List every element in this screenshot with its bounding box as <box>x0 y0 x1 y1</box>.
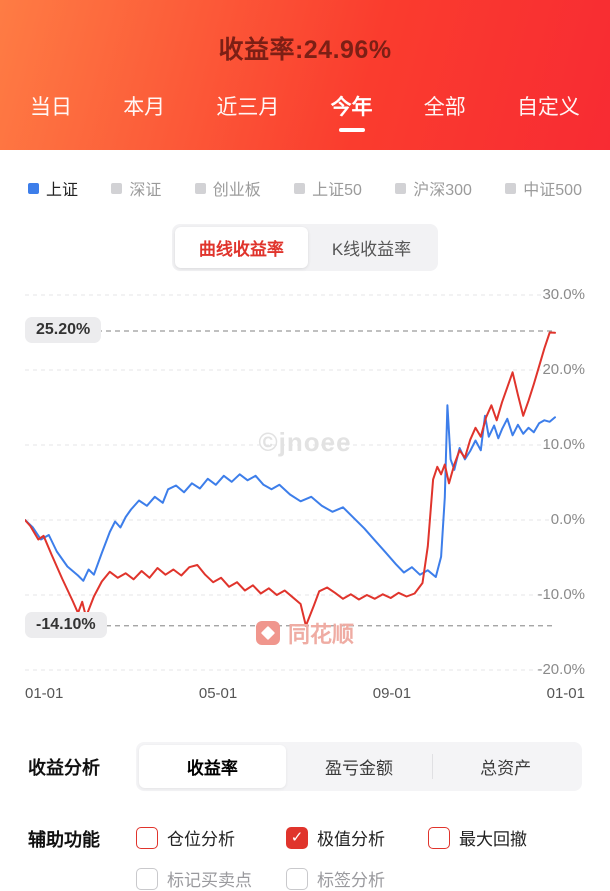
x-axis: 01-01 05-01 09-01 01-01 <box>25 685 585 702</box>
min-annotation-badge: -14.10% <box>25 611 107 638</box>
checkbox-extreme-analysis[interactable]: ✓ 极值分析 <box>286 825 428 850</box>
legend-item-shenzhen[interactable]: 深证 <box>111 176 161 200</box>
legend-swatch <box>111 182 123 194</box>
segment-total-assets[interactable]: 总资产 <box>432 745 579 788</box>
x-axis-label: 01-01 <box>25 685 64 702</box>
period-tab-bar: 当日 本月 近三月 今年 全部 自定义 <box>0 91 610 132</box>
checkbox-max-drawdown[interactable]: 最大回撤 <box>428 825 582 850</box>
tab-custom[interactable]: 自定义 <box>516 96 580 119</box>
chart-type-toggle-wrap: 曲线收益率 K线收益率 <box>0 224 610 271</box>
legend-item-chinext[interactable]: 创业板 <box>194 176 261 200</box>
checkbox-mark-trades[interactable]: 标记买卖点 <box>136 866 286 891</box>
brand-watermark: 同花顺 <box>255 617 354 649</box>
tab-today[interactable]: 当日 <box>30 96 72 119</box>
legend-item-shanghai[interactable]: 上证 <box>28 176 78 200</box>
checkbox-unchecked-icon <box>286 867 308 890</box>
aux-options-grid: 仓位分析 ✓ 极值分析 最大回撤 标记买卖点 标签分析 <box>136 825 582 891</box>
segment-return-rate[interactable]: 收益率 <box>139 745 286 788</box>
checkbox-checked-icon: ✓ <box>286 826 308 849</box>
legend-item-sse50[interactable]: 上证50 <box>294 176 362 200</box>
chart-area[interactable]: 30.0% 20.0% 10.0% 0.0% -10.0% -20.0% 25.… <box>25 286 585 678</box>
legend-item-csi300[interactable]: 沪深300 <box>395 176 472 200</box>
check-icon: ✓ <box>290 829 304 846</box>
app-header: 收益率:24.96% 当日 本月 近三月 今年 全部 自定义 <box>0 0 610 150</box>
checkbox-unchecked-icon <box>136 867 158 890</box>
y-axis-label: 10.0% <box>542 436 585 453</box>
aux-section: 辅助功能 仓位分析 ✓ 极值分析 最大回撤 标记买卖点 标签分析 <box>0 825 610 891</box>
max-annotation-badge: 25.20% <box>25 317 102 343</box>
y-axis-label: 30.0% <box>542 286 585 303</box>
legend-swatch <box>28 182 39 194</box>
tab-all[interactable]: 全部 <box>423 96 466 119</box>
active-tab-indicator <box>338 128 365 132</box>
chart-type-toggle: 曲线收益率 K线收益率 <box>171 224 439 271</box>
watermark-text: ©jnoee <box>258 427 352 457</box>
checkbox-position-analysis[interactable]: 仓位分析 <box>136 825 286 850</box>
legend-item-csi500[interactable]: 中证500 <box>505 176 582 200</box>
tab-last-3-months[interactable]: 近三月 <box>216 96 280 119</box>
toggle-kline-return[interactable]: K线收益率 <box>331 240 412 259</box>
analysis-section-label: 收益分析 <box>28 757 100 778</box>
y-axis-label: 0.0% <box>550 511 585 528</box>
checkbox-unchecked-icon <box>136 826 158 849</box>
tab-this-month[interactable]: 本月 <box>123 96 166 119</box>
checkbox-unchecked-icon <box>428 826 450 849</box>
legend-swatch <box>294 182 306 194</box>
aux-section-label: 辅助功能 <box>28 830 100 850</box>
legend-swatch <box>194 182 206 194</box>
x-axis-label: 09-01 <box>372 685 412 702</box>
legend-swatch <box>395 182 407 194</box>
page-title: 收益率:24.96% <box>218 36 392 64</box>
x-axis-label: 05-01 <box>198 685 238 702</box>
analysis-segmented-control: 收益率 盈亏金额 总资产 <box>136 742 582 791</box>
y-axis-label: -20.0% <box>537 661 585 678</box>
x-axis-label: 01-01 <box>546 685 585 702</box>
analysis-section: 收益分析 收益率 盈亏金额 总资产 <box>0 742 610 791</box>
y-axis-label: 20.0% <box>542 361 585 378</box>
checkbox-tag-analysis[interactable]: 标签分析 <box>286 866 428 891</box>
chart-svg <box>25 294 556 671</box>
chart-section: 30.0% 20.0% 10.0% 0.0% -10.0% -20.0% 25.… <box>0 286 610 702</box>
legend-swatch <box>505 182 517 194</box>
segment-profit-amount[interactable]: 盈亏金额 <box>325 759 393 778</box>
tab-this-year[interactable]: 今年 <box>331 91 373 132</box>
index-legend: 上证 深证 创业板 上证50 沪深300 中证500 <box>0 150 610 200</box>
y-axis-label: -10.0% <box>537 586 585 603</box>
tonghuashun-logo-icon <box>255 621 280 645</box>
toggle-curve-return[interactable]: 曲线收益率 <box>174 227 308 268</box>
